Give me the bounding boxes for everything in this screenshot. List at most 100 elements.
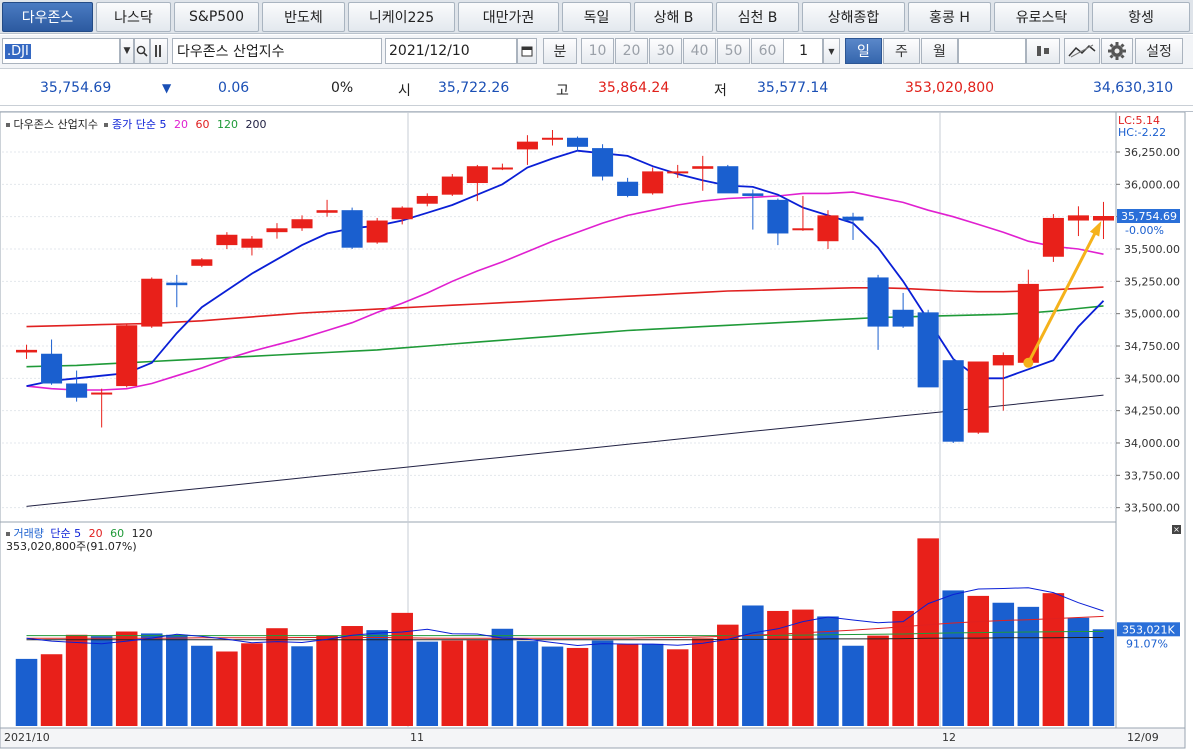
volume-bar[interactable] — [1042, 593, 1065, 726]
month-button[interactable]: 월 — [921, 38, 958, 64]
candle-body[interactable] — [842, 216, 864, 221]
candle-body[interactable] — [216, 234, 238, 246]
tab-hangseng[interactable]: 항셍 — [1092, 2, 1190, 32]
volume-bar[interactable] — [341, 626, 363, 726]
volume-bar[interactable] — [717, 624, 739, 726]
volume-bar[interactable] — [992, 602, 1015, 726]
calendar-button[interactable] — [517, 38, 537, 64]
candle-body[interactable] — [316, 210, 338, 213]
volume-bar[interactable] — [1017, 606, 1040, 726]
chart-area[interactable]: 36,250.0036,000.0035,750.0035,500.0035,2… — [0, 111, 1193, 756]
count-dropdown-button[interactable]: ▼ — [823, 38, 840, 64]
settings-button[interactable]: 설정 — [1135, 38, 1183, 64]
candle-body[interactable] — [241, 238, 263, 248]
volume-bar[interactable] — [917, 538, 939, 726]
volume-bar[interactable] — [867, 635, 889, 726]
candle-body[interactable] — [917, 312, 939, 388]
candle-body[interactable] — [16, 349, 38, 353]
volume-bar[interactable] — [166, 634, 188, 726]
volume-bar[interactable] — [892, 610, 914, 726]
tab-shanghai-b[interactable]: 상해 B — [634, 2, 713, 32]
volume-bar[interactable] — [90, 636, 113, 726]
tab-shanghai-composite[interactable]: 상해종합 — [802, 2, 905, 32]
volume-bar[interactable] — [666, 649, 689, 726]
candle-body[interactable] — [191, 259, 213, 266]
stock-chart-svg[interactable]: 36,250.0036,000.0035,750.0035,500.0035,2… — [0, 112, 1193, 756]
volume-bar[interactable] — [616, 644, 639, 726]
candle-body[interactable] — [817, 215, 839, 242]
week-button[interactable]: 주 — [883, 38, 920, 64]
candle-body[interactable] — [1042, 217, 1064, 257]
candle-body[interactable] — [491, 167, 513, 170]
tab-dow[interactable]: 다우존스 — [2, 2, 93, 32]
candle-body[interactable] — [742, 193, 764, 196]
volume-bar[interactable] — [40, 654, 63, 726]
minute-button[interactable]: 분 — [543, 38, 577, 64]
date-input[interactable]: 2021/12/10 — [385, 38, 517, 64]
candle-body[interactable] — [767, 199, 789, 234]
chart-settings-gear-button[interactable] — [1101, 38, 1133, 64]
volume-bar[interactable] — [817, 616, 839, 726]
volume-bar[interactable] — [366, 630, 388, 726]
volume-bar[interactable] — [691, 638, 714, 726]
volume-bar[interactable] — [792, 609, 814, 726]
candle-body[interactable] — [66, 383, 88, 398]
candle-body[interactable] — [116, 325, 138, 387]
symbol-input[interactable]: .DJI — [2, 38, 120, 64]
candle-body[interactable] — [642, 171, 664, 194]
unit-input[interactable] — [958, 38, 1026, 64]
candle-body[interactable] — [341, 210, 363, 248]
candle-body[interactable] — [266, 228, 288, 233]
volume-bar[interactable] — [967, 595, 990, 726]
candle-body[interactable] — [516, 141, 538, 150]
candle-body[interactable] — [867, 277, 889, 327]
volume-bar[interactable] — [466, 640, 489, 726]
period-button-50[interactable]: 50 — [717, 38, 750, 64]
volume-bar[interactable] — [416, 641, 439, 726]
tab-semiconductor[interactable]: 반도체 — [262, 2, 345, 32]
day-button[interactable]: 일 — [845, 38, 882, 64]
volume-bar[interactable] — [65, 634, 88, 726]
candle-body[interactable] — [942, 360, 964, 442]
volume-bar[interactable] — [291, 646, 313, 726]
candle-body[interactable] — [166, 282, 188, 286]
volume-bar[interactable] — [516, 641, 539, 726]
unit-stepper[interactable] — [1026, 38, 1060, 64]
trend-tool-button[interactable] — [1064, 38, 1100, 64]
volume-bar[interactable] — [942, 590, 964, 726]
volume-bar[interactable] — [1092, 629, 1115, 726]
volume-bar[interactable] — [316, 635, 338, 726]
tab-nikkei225[interactable]: 니케이225 — [348, 2, 455, 32]
period-button-60[interactable]: 60 — [751, 38, 784, 64]
candle-body[interactable] — [692, 166, 714, 169]
volume-bar[interactable] — [767, 610, 789, 726]
candle-body[interactable] — [541, 137, 563, 140]
period-button-30[interactable]: 30 — [649, 38, 682, 64]
tab-eurostoxx[interactable]: 유로스탁 — [994, 2, 1089, 32]
tab-germany[interactable]: 독일 — [562, 2, 631, 32]
candle-body[interactable] — [416, 195, 438, 204]
candle-body[interactable] — [41, 353, 63, 384]
candle-body[interactable] — [1017, 283, 1039, 363]
candle-body[interactable] — [91, 392, 113, 395]
candle-body[interactable] — [667, 171, 689, 174]
candle-body[interactable] — [792, 228, 814, 231]
symbol-dropdown-button[interactable]: ▼ — [120, 38, 134, 64]
count-select[interactable]: 1 — [783, 38, 823, 64]
volume-bar[interactable] — [541, 646, 564, 726]
candle-body[interactable] — [992, 355, 1014, 366]
volume-bar[interactable] — [1067, 617, 1090, 726]
volume-bar[interactable] — [742, 605, 764, 726]
symbol-list-button[interactable] — [150, 38, 168, 64]
candle-body[interactable] — [291, 219, 313, 229]
volume-bar[interactable] — [641, 643, 664, 726]
volume-bar[interactable] — [441, 640, 464, 726]
candle-body[interactable] — [592, 148, 614, 177]
volume-bar[interactable] — [216, 651, 238, 726]
period-button-20[interactable]: 20 — [615, 38, 648, 64]
volume-bar[interactable] — [591, 640, 614, 726]
candle-body[interactable] — [967, 361, 989, 433]
candle-body[interactable] — [717, 166, 739, 194]
volume-bar[interactable] — [391, 612, 413, 726]
volume-bar[interactable] — [491, 628, 514, 726]
